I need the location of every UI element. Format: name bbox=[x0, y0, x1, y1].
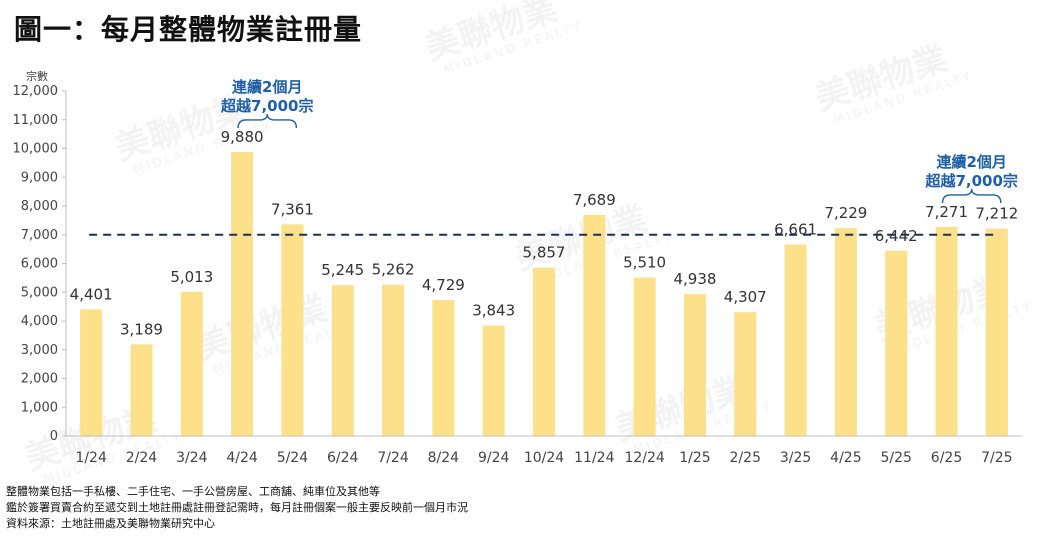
data-label: 7,271 bbox=[925, 203, 968, 221]
bar-1-24 bbox=[80, 309, 103, 436]
axes-layer: 宗數 0 1,000 2,000 3,000 4,000 5,000 6,000 7,000 8,… bbox=[13, 69, 1022, 444]
data-label: 3,843 bbox=[472, 302, 515, 320]
footnotes: 整體物業包括一手私樓、二手住宅、一手公營房屋、工商舖、純車位及其他等 鑑於簽署買… bbox=[6, 484, 468, 532]
footnote-1: 整體物業包括一手私樓、二手住宅、一手公營房屋、工商舖、純車位及其他等 bbox=[6, 485, 380, 498]
annotation-line2: 超越7,000宗 bbox=[220, 97, 313, 115]
bars-layer bbox=[80, 151, 1008, 436]
x-tick-label: 8/24 bbox=[428, 450, 460, 466]
annotation-line2: 超越7,000宗 bbox=[924, 172, 1017, 190]
bar-7-24 bbox=[382, 284, 405, 436]
bar-10-24 bbox=[533, 267, 555, 436]
x-tick-label: 2/25 bbox=[730, 450, 761, 466]
data-label: 5,857 bbox=[523, 244, 566, 262]
watermark-logo: 美聯物業MIDLAND REALTY bbox=[810, 38, 975, 126]
annotation-bracket bbox=[237, 113, 298, 128]
watermark-logo: 美聯物業MIDLAND REALTY bbox=[190, 288, 355, 376]
labels-layer: 1/24 4,401 2/24 3,189 3/24 5,013 4/24 9,880 5/24… bbox=[70, 128, 1019, 466]
y-tick-label: 10,000 bbox=[13, 142, 59, 157]
bar-2-24 bbox=[130, 344, 153, 436]
bar-3-24 bbox=[180, 291, 203, 436]
data-label: 5,013 bbox=[170, 268, 213, 286]
y-tick-label: 1,000 bbox=[21, 400, 58, 415]
x-tick-label: 5/25 bbox=[880, 450, 911, 466]
x-tick-label: 2/24 bbox=[126, 450, 158, 466]
x-tick-label: 3/25 bbox=[780, 450, 811, 466]
data-label: 6,661 bbox=[774, 220, 817, 238]
bar-4-25 bbox=[834, 228, 857, 436]
x-tick-label: 12/24 bbox=[624, 450, 664, 466]
data-label: 5,262 bbox=[372, 261, 415, 279]
data-label: 4,729 bbox=[422, 276, 465, 294]
x-tick-label: 10/24 bbox=[524, 450, 564, 466]
bar-11-24 bbox=[583, 214, 606, 436]
y-tick-label: 6,000 bbox=[21, 257, 58, 272]
y-tick-label: 8,000 bbox=[21, 199, 58, 214]
bar-5-24 bbox=[281, 224, 304, 436]
y-tick-label: 4,000 bbox=[21, 314, 58, 329]
y-tick-label: 7,000 bbox=[21, 228, 58, 243]
bar-3-25 bbox=[784, 244, 807, 436]
x-tick-label: 7/25 bbox=[981, 450, 1012, 466]
x-tick-label: 3/24 bbox=[176, 450, 208, 466]
data-label: 5,245 bbox=[321, 261, 364, 279]
x-tick-label: 4/24 bbox=[226, 450, 258, 466]
data-label: 7,212 bbox=[975, 205, 1018, 223]
data-label: 5,510 bbox=[623, 254, 666, 272]
annotation-line1: 連續2個月 bbox=[936, 153, 1006, 171]
x-tick-label: 11/24 bbox=[574, 450, 614, 466]
bar-5-25 bbox=[885, 250, 908, 436]
bar-7-25 bbox=[985, 228, 1008, 436]
x-tick-label: 4/25 bbox=[830, 450, 861, 466]
data-label: 4,307 bbox=[724, 288, 767, 306]
y-tick-label: 0 bbox=[50, 429, 58, 444]
bar-4-24 bbox=[231, 151, 254, 436]
data-label: 7,689 bbox=[573, 191, 616, 209]
bar-1-25 bbox=[683, 294, 706, 436]
chart-title: 圖一：每月整體物業註冊量 bbox=[14, 13, 363, 46]
x-tick-label: 9/24 bbox=[478, 450, 510, 466]
footnote-2: 鑑於簽署買賣合約至遞交到土地註冊處註冊登記需時，每月註冊個案一般主要反映前一個月… bbox=[6, 501, 468, 514]
data-label: 7,229 bbox=[824, 204, 867, 222]
footnote-3: 資料來源：土地註冊處及美聯物業研究中心 bbox=[6, 517, 215, 530]
bar-8-24 bbox=[432, 300, 455, 436]
data-label: 4,401 bbox=[70, 285, 113, 303]
bar-6-24 bbox=[331, 285, 354, 436]
data-label: 9,880 bbox=[221, 128, 264, 146]
watermark-logo: 美聯物業MIDLAND REALTY bbox=[420, 0, 585, 77]
data-label: 6,442 bbox=[875, 227, 918, 245]
bar-9-24 bbox=[482, 325, 505, 436]
x-tick-label: 6/24 bbox=[327, 450, 359, 466]
bar-12-24 bbox=[633, 277, 656, 436]
x-tick-label: 1/24 bbox=[75, 450, 107, 466]
annotation-bracket bbox=[941, 188, 1002, 203]
x-tick-label: 7/24 bbox=[377, 450, 409, 466]
x-tick-label: 6/25 bbox=[931, 450, 962, 466]
data-label: 7,361 bbox=[271, 200, 314, 218]
x-tick-label: 5/24 bbox=[277, 450, 309, 466]
y-tick-label: 12,000 bbox=[13, 84, 59, 99]
y-tick-label: 11,000 bbox=[13, 113, 59, 128]
y-axis-unit-label: 宗數 bbox=[26, 69, 48, 83]
y-tick-label: 3,000 bbox=[21, 343, 58, 358]
y-tick-label: 2,000 bbox=[21, 372, 58, 387]
data-label: 4,938 bbox=[673, 270, 716, 288]
bar-2-25 bbox=[734, 312, 757, 436]
annotation-line1: 連續2個月 bbox=[232, 78, 302, 96]
bar-6-25 bbox=[935, 226, 958, 436]
data-label: 3,189 bbox=[120, 320, 163, 338]
y-tick-label: 9,000 bbox=[21, 170, 58, 185]
y-tick-label: 5,000 bbox=[21, 285, 58, 300]
x-tick-label: 1/25 bbox=[679, 450, 710, 466]
